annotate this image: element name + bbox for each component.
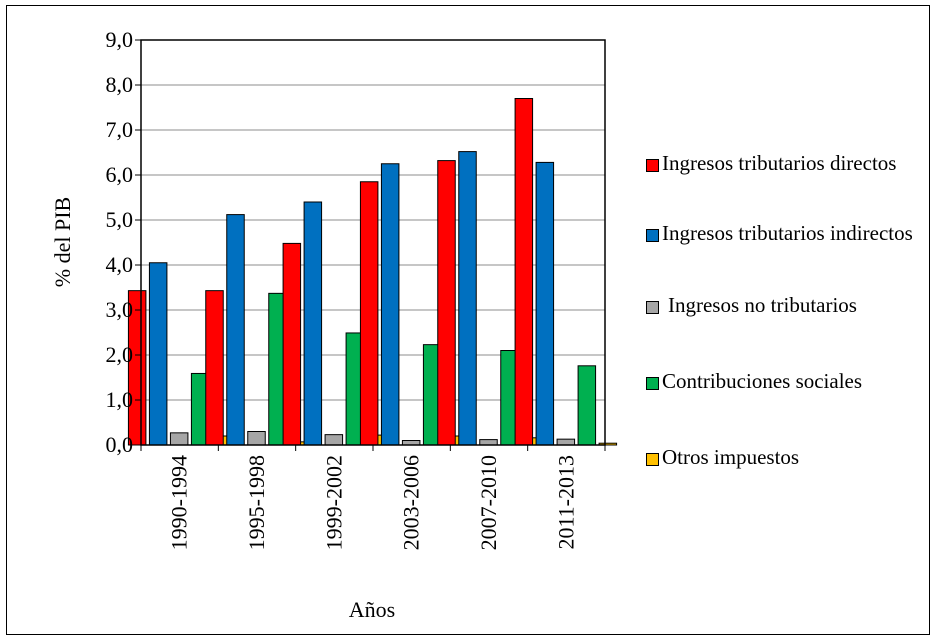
y-tick-label: 1,0 [106,387,134,412]
bars [127,98,618,446]
bar [226,214,245,446]
x-tick-label: 1990-1994 [167,455,192,550]
x-tick-label: 1995-1998 [244,455,269,550]
bar [577,365,597,446]
bar [303,201,323,446]
y-tick-label: 6,0 [106,162,134,187]
legend-item: Otros impuestos [646,444,922,471]
bar [380,163,400,446]
legend-label: Otros impuestos [662,445,800,469]
y-tick-label: 8,0 [106,72,134,97]
bar [535,161,555,446]
legend-swatch [646,453,659,466]
bar [514,98,534,446]
y-tick-label: 0,0 [106,432,134,457]
x-tick-label: 2011-2013 [553,455,578,550]
x-tick-label: 2007-2010 [476,455,501,550]
legend-swatch [646,377,659,390]
bar [437,160,456,446]
bar [282,242,302,446]
bar [458,151,477,446]
y-tick-label: 3,0 [106,297,134,322]
legend-swatch [646,229,659,242]
y-tick-label: 9,0 [106,27,134,52]
bar [205,290,224,446]
legend-swatch [646,159,659,172]
y-axis-label: % del PIB [50,197,75,287]
y-tick-label: 5,0 [106,207,134,232]
x-axis-ticks: 1990-1994 1995-1998 1999-2002 2003-2006 2007… [140,445,606,550]
legend-label: Ingresos tributarios directos [662,151,897,175]
legend-label: Ingresos no tributarios [668,293,857,317]
bar [169,432,189,446]
legend-swatch [646,301,659,314]
bar [556,438,576,446]
legend-item: Ingresos no tributarios [646,292,928,319]
bar [247,431,266,446]
y-tick-label: 7,0 [106,117,134,142]
bar [148,262,168,446]
x-axis-label: Años [349,597,395,622]
bar [598,442,618,446]
y-tick-label: 2,0 [106,342,134,367]
legend-item: Ingresos tributarios indirectos [646,220,922,247]
bar [324,434,344,446]
y-axis-ticks: 0,0 1,0 2,0 3,0 4,0 5,0 6,0 7,0 8,0 9,0 [106,27,141,457]
legend-label: Ingresos tributarios indirectos [662,221,913,245]
x-tick-label: 2003-2006 [399,455,424,550]
y-tick-label: 4,0 [106,252,134,277]
legend-label: Contribuciones sociales [662,369,863,393]
bar [479,439,498,446]
legend-item: Ingresos tributarios directos [646,150,922,177]
bar [359,181,379,446]
x-tick-label: 1999-2002 [321,455,346,550]
legend-item: Contribuciones sociales [646,368,922,395]
